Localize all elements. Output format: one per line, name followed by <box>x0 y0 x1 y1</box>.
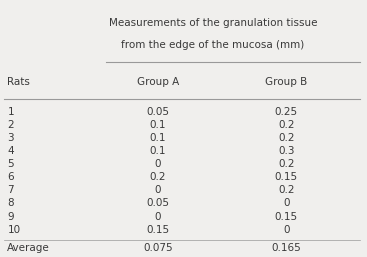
Text: 0.2: 0.2 <box>278 185 294 195</box>
Text: 0.075: 0.075 <box>143 243 172 253</box>
Text: 0.1: 0.1 <box>150 146 166 156</box>
Text: 6: 6 <box>7 172 14 182</box>
Text: Group A: Group A <box>137 77 179 87</box>
Text: 10: 10 <box>7 225 21 235</box>
Text: 0.165: 0.165 <box>271 243 301 253</box>
Text: 2: 2 <box>7 120 14 130</box>
Text: 0.15: 0.15 <box>146 225 170 235</box>
Text: 0: 0 <box>283 198 290 208</box>
Text: 0.3: 0.3 <box>278 146 294 156</box>
Text: 0.2: 0.2 <box>278 133 294 143</box>
Text: 0: 0 <box>283 225 290 235</box>
Text: 4: 4 <box>7 146 14 156</box>
Text: 0.2: 0.2 <box>150 172 166 182</box>
Text: Measurements of the granulation tissue: Measurements of the granulation tissue <box>109 18 317 28</box>
Text: 0.1: 0.1 <box>150 120 166 130</box>
Text: 9: 9 <box>7 212 14 222</box>
Text: 0: 0 <box>155 185 161 195</box>
Text: 0.1: 0.1 <box>150 133 166 143</box>
Text: 0: 0 <box>155 159 161 169</box>
Text: Rats: Rats <box>7 77 30 87</box>
Text: 7: 7 <box>7 185 14 195</box>
Text: 1: 1 <box>7 107 14 117</box>
Text: 8: 8 <box>7 198 14 208</box>
Text: 0.05: 0.05 <box>146 198 169 208</box>
Text: 0.25: 0.25 <box>275 107 298 117</box>
Text: 0.15: 0.15 <box>275 212 298 222</box>
Text: 0.2: 0.2 <box>278 120 294 130</box>
Text: Average: Average <box>7 243 50 253</box>
Text: 0.05: 0.05 <box>146 107 169 117</box>
Text: 3: 3 <box>7 133 14 143</box>
Text: 0.15: 0.15 <box>275 172 298 182</box>
Text: 0: 0 <box>155 212 161 222</box>
Text: from the edge of the mucosa (mm): from the edge of the mucosa (mm) <box>121 40 305 50</box>
Text: 5: 5 <box>7 159 14 169</box>
Text: Group B: Group B <box>265 77 308 87</box>
Text: 0.2: 0.2 <box>278 159 294 169</box>
